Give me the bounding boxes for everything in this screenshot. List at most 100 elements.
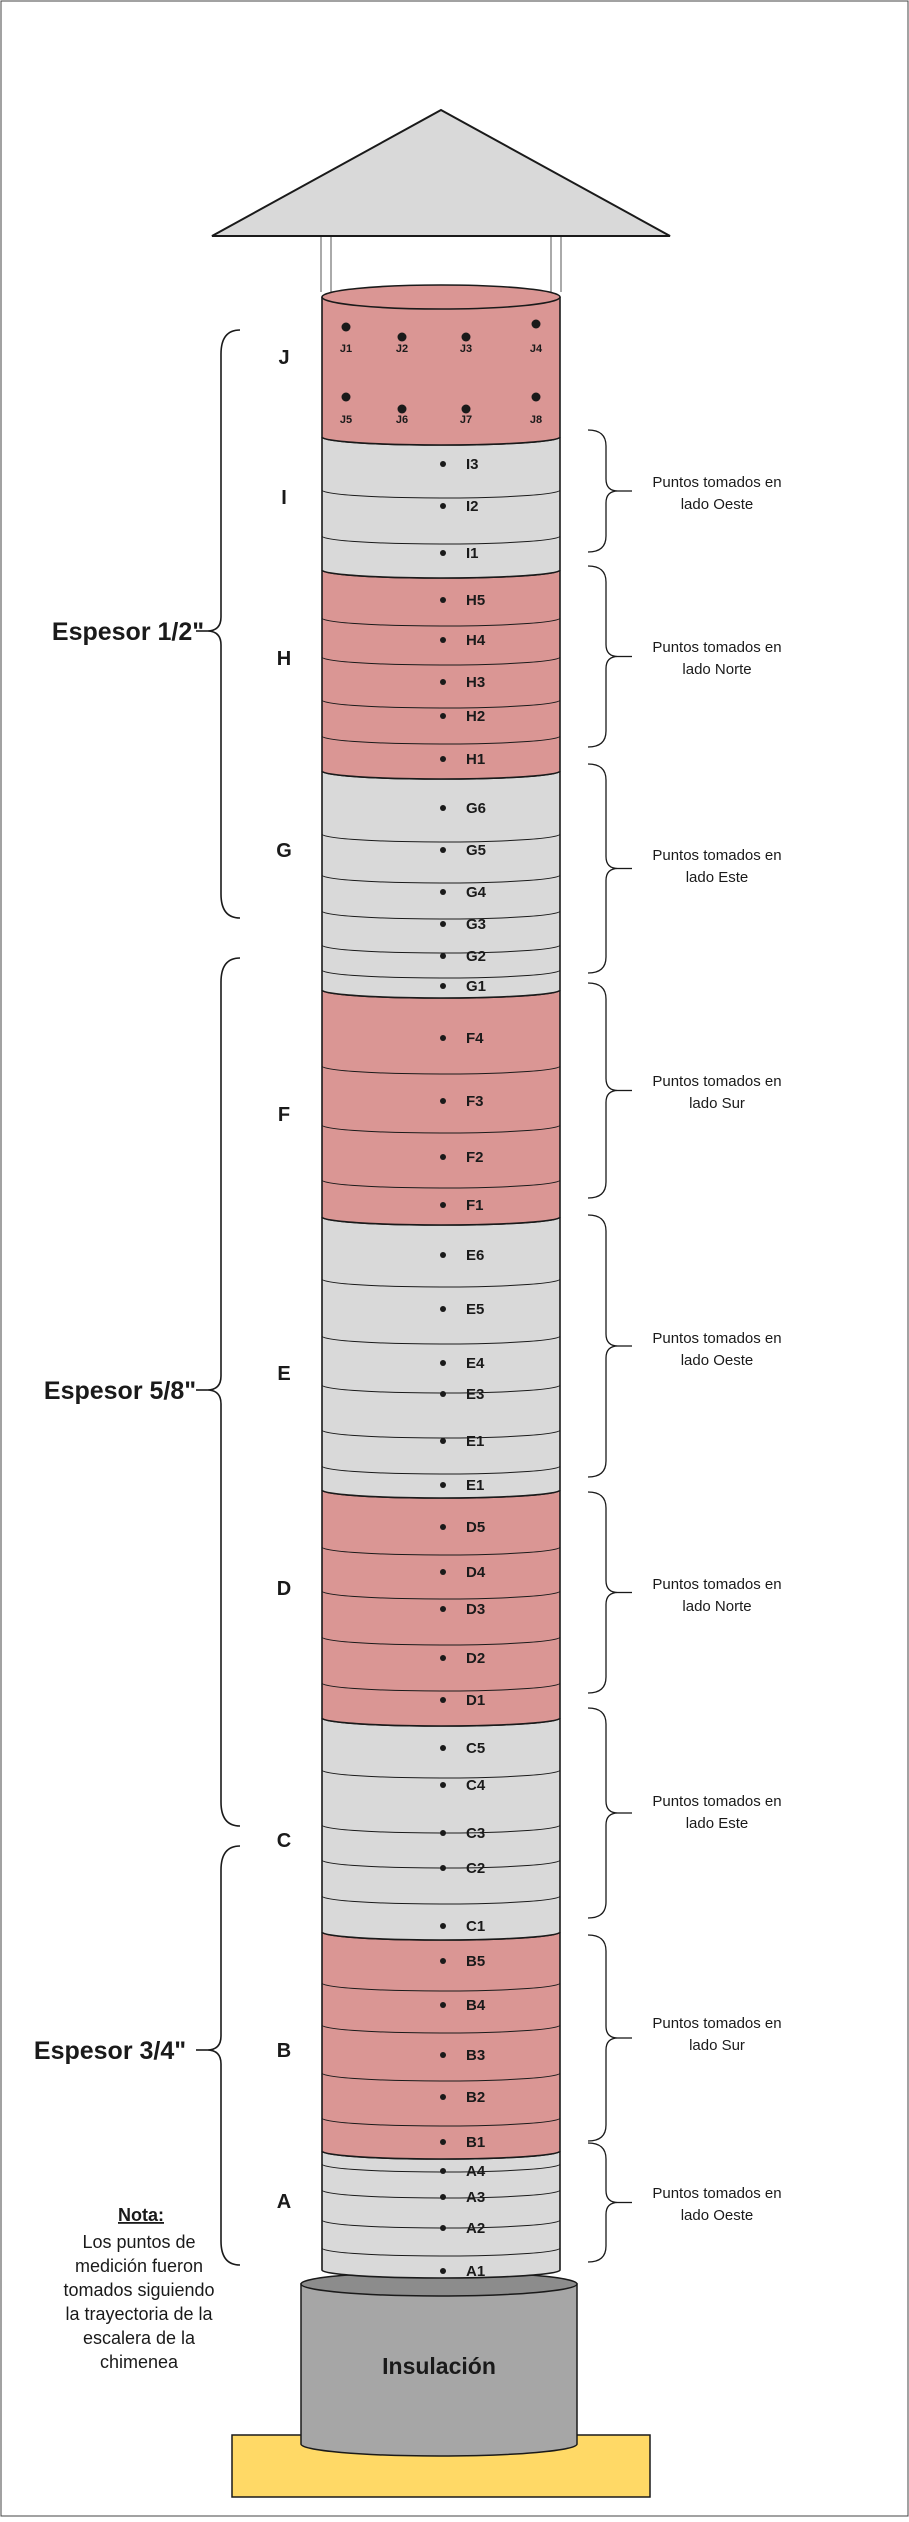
- insulation-label: Insulación: [382, 2353, 496, 2379]
- point-dot: [440, 1252, 446, 1258]
- point-dot: [440, 1923, 446, 1929]
- section-D: D5 D4 D3 D2 D1: [321, 1489, 561, 1727]
- point-label: F4: [466, 1030, 484, 1047]
- side-brace-G: [587, 763, 619, 974]
- point-label: B1: [466, 2134, 485, 2151]
- side-brace-D: [587, 1491, 619, 1694]
- point-label: B2: [466, 2089, 485, 2106]
- point-dot: [440, 2139, 446, 2145]
- point-dot: [440, 1154, 446, 1160]
- point-dot: [440, 2052, 446, 2058]
- point-dot: [440, 1306, 446, 1312]
- point-dot: [440, 1782, 446, 1788]
- point-dot: [440, 2002, 446, 2008]
- point-dot: [461, 404, 471, 414]
- point-dot: [440, 1745, 446, 1751]
- point-dot: [440, 921, 446, 927]
- band-line: [321, 1769, 561, 1779]
- roof: [211, 108, 671, 237]
- point-label: F2: [466, 1149, 484, 1166]
- note-line: medición fueron: [75, 2256, 203, 2276]
- band-line: [321, 944, 561, 954]
- side-brace-I: [587, 429, 619, 553]
- section-letter-B: B: [277, 2040, 291, 2062]
- band-line: [321, 535, 561, 545]
- point-dot: [440, 2168, 446, 2174]
- point-label: C3: [466, 1825, 485, 1842]
- point-label: A1: [466, 2263, 485, 2280]
- point-dot: [397, 332, 407, 342]
- point-label: E6: [466, 1247, 484, 1264]
- section-G: G6 G5 G4 G3 G2 G1: [321, 770, 561, 999]
- section-letter-F: F: [278, 1104, 290, 1126]
- side-note-B: Puntos tomados en lado Sur: [652, 2015, 781, 2054]
- point-dot: [440, 2194, 446, 2200]
- band-line: [321, 833, 561, 843]
- point-dot: [341, 322, 351, 332]
- point-dot: [440, 1569, 446, 1575]
- side-note-A: Puntos tomados en lado Oeste: [652, 2185, 781, 2224]
- band-line: [321, 489, 561, 499]
- point-label: A3: [466, 2189, 485, 2206]
- band-line: [321, 656, 561, 666]
- point-dot: [440, 713, 446, 719]
- band-line: [321, 1429, 561, 1439]
- side-brace-E: [587, 1214, 619, 1478]
- point-dot: [440, 503, 446, 509]
- point-dot: [440, 461, 446, 467]
- point-dot: [341, 392, 351, 402]
- point-label: G2: [466, 948, 486, 965]
- section-letter-A: A: [277, 2191, 291, 2213]
- point-dot: [440, 1606, 446, 1612]
- thickness-brace-1: [206, 329, 241, 919]
- point-dot: [440, 1035, 446, 1041]
- band-line: [321, 910, 561, 920]
- point-dot: [440, 2268, 446, 2274]
- band-line: [321, 1682, 561, 1692]
- section-letter-J: J: [278, 347, 289, 369]
- side-note-I: Puntos tomados en lado Oeste: [652, 474, 781, 513]
- point-label: E5: [466, 1301, 484, 1318]
- point-dot: [531, 319, 541, 329]
- band-line: [321, 735, 561, 745]
- band-line: [321, 2117, 561, 2127]
- point-label: G5: [466, 842, 486, 859]
- band-line: [321, 1465, 561, 1475]
- point-label: B4: [466, 1997, 486, 2014]
- point-label: I3: [466, 456, 479, 473]
- point-dot: [397, 404, 407, 414]
- point-dot: [440, 1655, 446, 1661]
- point-dot: [440, 637, 446, 643]
- band-line: [321, 874, 561, 884]
- point-label: G6: [466, 800, 486, 817]
- point-dot: [440, 1524, 446, 1530]
- point-dot: [440, 805, 446, 811]
- band-line: [321, 2024, 561, 2034]
- section-I: I3 I2 I1: [321, 436, 561, 579]
- point-label: B3: [466, 2047, 485, 2064]
- point-label: E3: [466, 1386, 484, 1403]
- point-label: J7: [460, 414, 472, 426]
- point-dot: [440, 1482, 446, 1488]
- band-line: [321, 617, 561, 627]
- point-dot: [440, 1958, 446, 1964]
- point-label: D3: [466, 1601, 485, 1618]
- point-dot: [531, 392, 541, 402]
- note-line: chimenea: [100, 2352, 179, 2372]
- point-label: G1: [466, 978, 486, 995]
- side-brace-H: [587, 565, 619, 748]
- section-J: J1 J2 J3 J4 J5 J6 J7 J8: [321, 284, 561, 446]
- point-label: G4: [466, 884, 487, 901]
- point-dot: [440, 1865, 446, 1871]
- point-dot: [440, 889, 446, 895]
- thickness-brace-2: [206, 957, 241, 1827]
- point-label: C4: [466, 1777, 486, 1794]
- section-letter-D: D: [277, 1578, 291, 1600]
- section-top: [321, 284, 561, 310]
- section-body: [321, 770, 561, 999]
- point-dot: [440, 597, 446, 603]
- point-label: H2: [466, 708, 485, 725]
- band-line: [321, 1636, 561, 1646]
- point-dot: [440, 2225, 446, 2231]
